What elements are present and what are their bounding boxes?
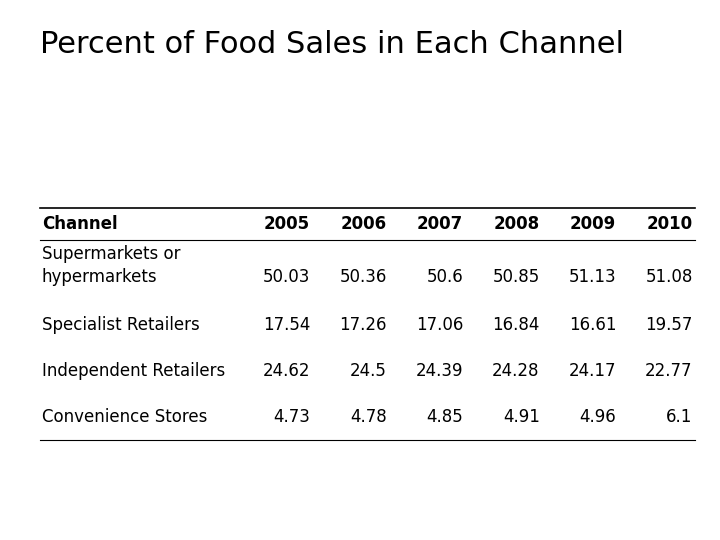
Text: Channel: Channel xyxy=(42,215,117,233)
Text: 6.1: 6.1 xyxy=(666,408,693,426)
Text: 51.13: 51.13 xyxy=(569,268,616,286)
Text: 50.85: 50.85 xyxy=(492,268,540,286)
Text: 4.73: 4.73 xyxy=(274,408,310,426)
Text: 24.28: 24.28 xyxy=(492,362,540,380)
Text: Specialist Retailers: Specialist Retailers xyxy=(42,316,199,334)
Text: 51.08: 51.08 xyxy=(645,268,693,286)
Text: Supermarkets or
hypermarkets: Supermarkets or hypermarkets xyxy=(42,245,180,286)
Text: 50.03: 50.03 xyxy=(263,268,310,286)
Text: 4.85: 4.85 xyxy=(426,408,463,426)
Text: Convenience Stores: Convenience Stores xyxy=(42,408,207,426)
Text: 50.6: 50.6 xyxy=(426,268,463,286)
Text: 16.84: 16.84 xyxy=(492,316,540,334)
Text: 2010: 2010 xyxy=(647,215,693,233)
Text: 4.78: 4.78 xyxy=(350,408,387,426)
Text: 22.77: 22.77 xyxy=(645,362,693,380)
Text: 2007: 2007 xyxy=(417,215,463,233)
Text: 17.26: 17.26 xyxy=(339,316,387,334)
Text: 24.5: 24.5 xyxy=(350,362,387,380)
Text: 50.36: 50.36 xyxy=(339,268,387,286)
Text: 2009: 2009 xyxy=(570,215,616,233)
Text: 19.57: 19.57 xyxy=(645,316,693,334)
Text: 16.61: 16.61 xyxy=(569,316,616,334)
Text: 2006: 2006 xyxy=(341,215,387,233)
Text: 17.54: 17.54 xyxy=(263,316,310,334)
Text: 2005: 2005 xyxy=(264,215,310,233)
Text: 4.96: 4.96 xyxy=(580,408,616,426)
Text: Independent Retailers: Independent Retailers xyxy=(42,362,225,380)
Text: 24.62: 24.62 xyxy=(263,362,310,380)
Text: 17.06: 17.06 xyxy=(415,316,463,334)
Text: 2008: 2008 xyxy=(493,215,540,233)
Text: 4.91: 4.91 xyxy=(503,408,540,426)
Text: 24.39: 24.39 xyxy=(415,362,463,380)
Text: Percent of Food Sales in Each Channel: Percent of Food Sales in Each Channel xyxy=(40,30,624,59)
Text: 24.17: 24.17 xyxy=(569,362,616,380)
